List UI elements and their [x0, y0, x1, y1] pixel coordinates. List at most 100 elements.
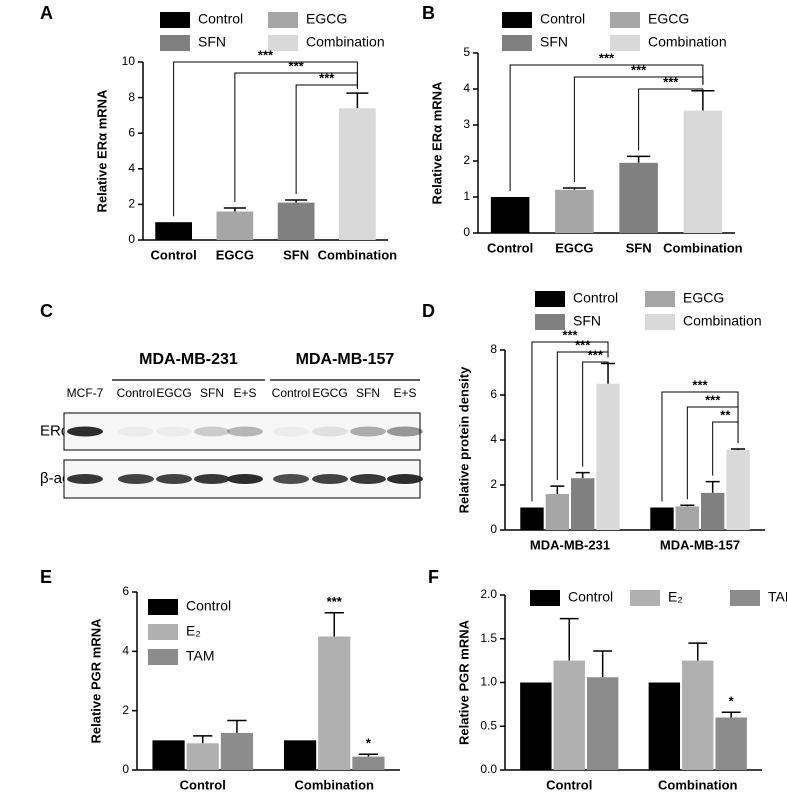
y-axis-label: Relative ERα mRNA	[94, 89, 109, 212]
blot-band	[194, 426, 230, 437]
significance-bracket	[556, 351, 609, 481]
significance-label: ***	[631, 62, 647, 77]
bar	[186, 743, 219, 770]
legend-label: SFN	[540, 34, 568, 50]
blot-band	[350, 426, 386, 437]
bar	[726, 450, 750, 530]
legend-label: SFN	[198, 34, 226, 50]
y-tick-label: 2.0	[480, 587, 497, 601]
blot-band	[227, 474, 263, 484]
bar	[586, 677, 619, 770]
legend-swatch	[160, 35, 190, 51]
y-tick-label: 1.5	[480, 631, 497, 645]
legend-label: EGCG	[683, 290, 724, 306]
bar	[520, 507, 544, 530]
legend-label: Combination	[306, 34, 385, 50]
panel-letter: D	[422, 301, 435, 321]
x-tick-label: Control	[487, 240, 533, 255]
significance-label: ***	[692, 377, 708, 392]
bar	[490, 197, 530, 233]
y-tick-label: 0.0	[480, 762, 497, 776]
x-tick-label: MDA-MB-231	[530, 537, 610, 552]
legend-swatch	[148, 624, 178, 640]
bar	[352, 756, 385, 770]
x-tick-label: Combination	[295, 777, 374, 792]
legend-swatch	[502, 12, 532, 28]
y-tick-label: 0	[128, 232, 135, 246]
y-tick-label: 1.0	[480, 675, 497, 689]
bar	[553, 660, 585, 770]
blot-band	[273, 426, 309, 437]
significance-label: ***	[562, 327, 578, 342]
blot-band	[273, 474, 309, 484]
blot-band	[387, 426, 423, 437]
y-tick-label: 6	[490, 387, 497, 401]
lane-label: MCF-7	[67, 386, 104, 400]
y-tick-label: 4	[490, 432, 497, 446]
y-tick-label: 4	[128, 161, 135, 175]
significance-label: ***	[663, 74, 679, 89]
bar	[520, 682, 552, 770]
legend-label: EGCG	[306, 11, 347, 27]
lane-label: SFN	[200, 386, 224, 400]
y-tick-label: 8	[490, 342, 497, 356]
bar	[277, 202, 315, 240]
legend-label: E₂	[186, 623, 201, 639]
bar	[216, 211, 254, 240]
legend-swatch	[148, 599, 178, 615]
y-tick-label: 2	[490, 477, 497, 491]
lane-label: E+S	[233, 386, 256, 400]
panel-letter: F	[428, 567, 439, 587]
bar	[648, 682, 681, 770]
blot-band	[67, 426, 103, 437]
lane-label: SFN	[356, 386, 380, 400]
significance-bracket	[509, 64, 704, 191]
significance-label: ***	[289, 58, 305, 73]
y-tick-label: 4	[463, 81, 470, 95]
y-tick-label: 2	[128, 197, 135, 211]
blot-group-label: MDA-MB-231	[139, 351, 238, 368]
y-tick-label: 6	[122, 584, 129, 598]
significance-label: *	[729, 694, 735, 709]
legend-swatch	[645, 314, 675, 330]
bar	[701, 492, 725, 530]
legend-label: EGCG	[648, 11, 689, 27]
legend-label: Combination	[683, 313, 762, 329]
blot-band	[67, 474, 103, 484]
x-tick-label: Combination	[318, 247, 397, 262]
bar	[675, 506, 699, 530]
legend-swatch	[268, 12, 298, 28]
y-tick-label: 2	[463, 153, 470, 167]
panel-letter: C	[40, 301, 53, 321]
significance-bracket	[582, 361, 609, 467]
panel-letter: B	[422, 3, 435, 23]
legend-swatch	[645, 291, 675, 307]
significance-label: ***	[575, 337, 591, 352]
blot-row-label: ERα	[40, 422, 70, 439]
legend-label: Control	[573, 290, 618, 306]
y-axis-label: Relative ERα mRNA	[429, 81, 444, 204]
significance-bracket	[531, 341, 609, 502]
y-axis-label: Relative PGR mRNA	[88, 618, 103, 744]
y-tick-label: 1	[463, 189, 470, 203]
bar	[683, 110, 723, 233]
y-tick-label: 8	[128, 90, 135, 104]
x-tick-label: Combination	[663, 240, 742, 255]
blot-band	[312, 426, 348, 437]
significance-label: ***	[327, 594, 343, 609]
blot-band	[118, 474, 154, 484]
y-axis-label: Relative protein density	[456, 366, 471, 513]
legend-label: E₂	[668, 589, 683, 605]
y-tick-label: 0.5	[480, 718, 497, 732]
lane-label: Control	[272, 386, 311, 400]
bar	[596, 383, 620, 530]
y-tick-label: 5	[463, 45, 470, 59]
blot-band	[156, 426, 192, 437]
blot-band	[312, 474, 348, 484]
legend-label: Control	[540, 11, 585, 27]
lane-label: EGCG	[312, 386, 347, 400]
x-tick-label: Control	[546, 777, 592, 792]
significance-label: *	[366, 736, 372, 751]
legend-swatch	[502, 35, 532, 51]
bar	[152, 740, 185, 770]
